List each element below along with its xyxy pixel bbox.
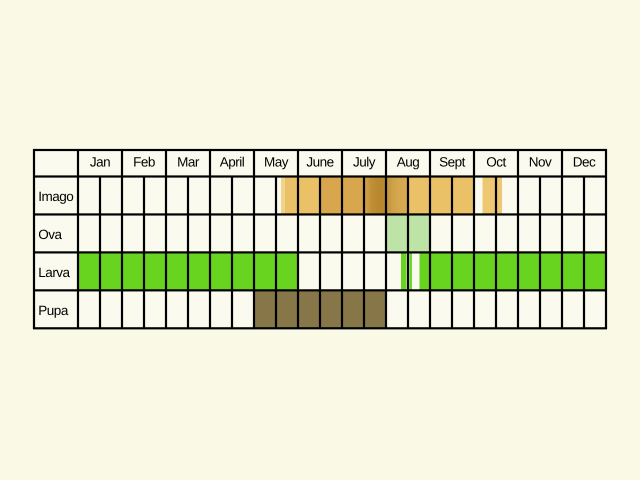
svg-text:Nov: Nov: [529, 155, 552, 170]
svg-text:Sept: Sept: [439, 155, 466, 170]
svg-text:Ova: Ova: [38, 227, 62, 242]
svg-text:May: May: [264, 155, 289, 170]
svg-text:Imago: Imago: [38, 189, 73, 204]
svg-text:Mar: Mar: [177, 155, 200, 170]
svg-text:April: April: [220, 155, 245, 170]
svg-text:June: June: [306, 155, 333, 170]
svg-text:Pupa: Pupa: [38, 303, 69, 318]
svg-text:Oct: Oct: [486, 155, 506, 170]
svg-text:Dec: Dec: [573, 155, 596, 170]
svg-text:Jan: Jan: [90, 155, 110, 170]
svg-text:Larva: Larva: [38, 265, 70, 280]
svg-text:Aug: Aug: [397, 155, 420, 170]
svg-text:Feb: Feb: [133, 155, 155, 170]
svg-text:July: July: [353, 155, 376, 170]
